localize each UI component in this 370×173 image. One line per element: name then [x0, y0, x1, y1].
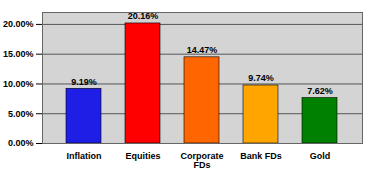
svg-text:10.00%: 10.00% — [3, 79, 34, 89]
svg-text:Gold: Gold — [310, 151, 331, 161]
svg-text:Inflation: Inflation — [67, 151, 102, 161]
svg-text:0.00%: 0.00% — [8, 138, 34, 148]
svg-text:15.00%: 15.00% — [3, 49, 34, 59]
svg-text:9.74%: 9.74% — [248, 73, 274, 83]
svg-text:9.19%: 9.19% — [71, 77, 97, 87]
svg-text:14.47%: 14.47% — [187, 45, 218, 55]
svg-text:CorporateFDs: CorporateFDs — [180, 151, 223, 170]
svg-text:7.62%: 7.62% — [307, 86, 333, 96]
svg-text:20.16%: 20.16% — [127, 11, 159, 22]
svg-text:Equities: Equities — [125, 151, 160, 161]
svg-text:5.00%: 5.00% — [8, 109, 34, 119]
svg-text:Bank FDs: Bank FDs — [240, 151, 282, 161]
svg-text:20.00%: 20.00% — [3, 19, 34, 29]
